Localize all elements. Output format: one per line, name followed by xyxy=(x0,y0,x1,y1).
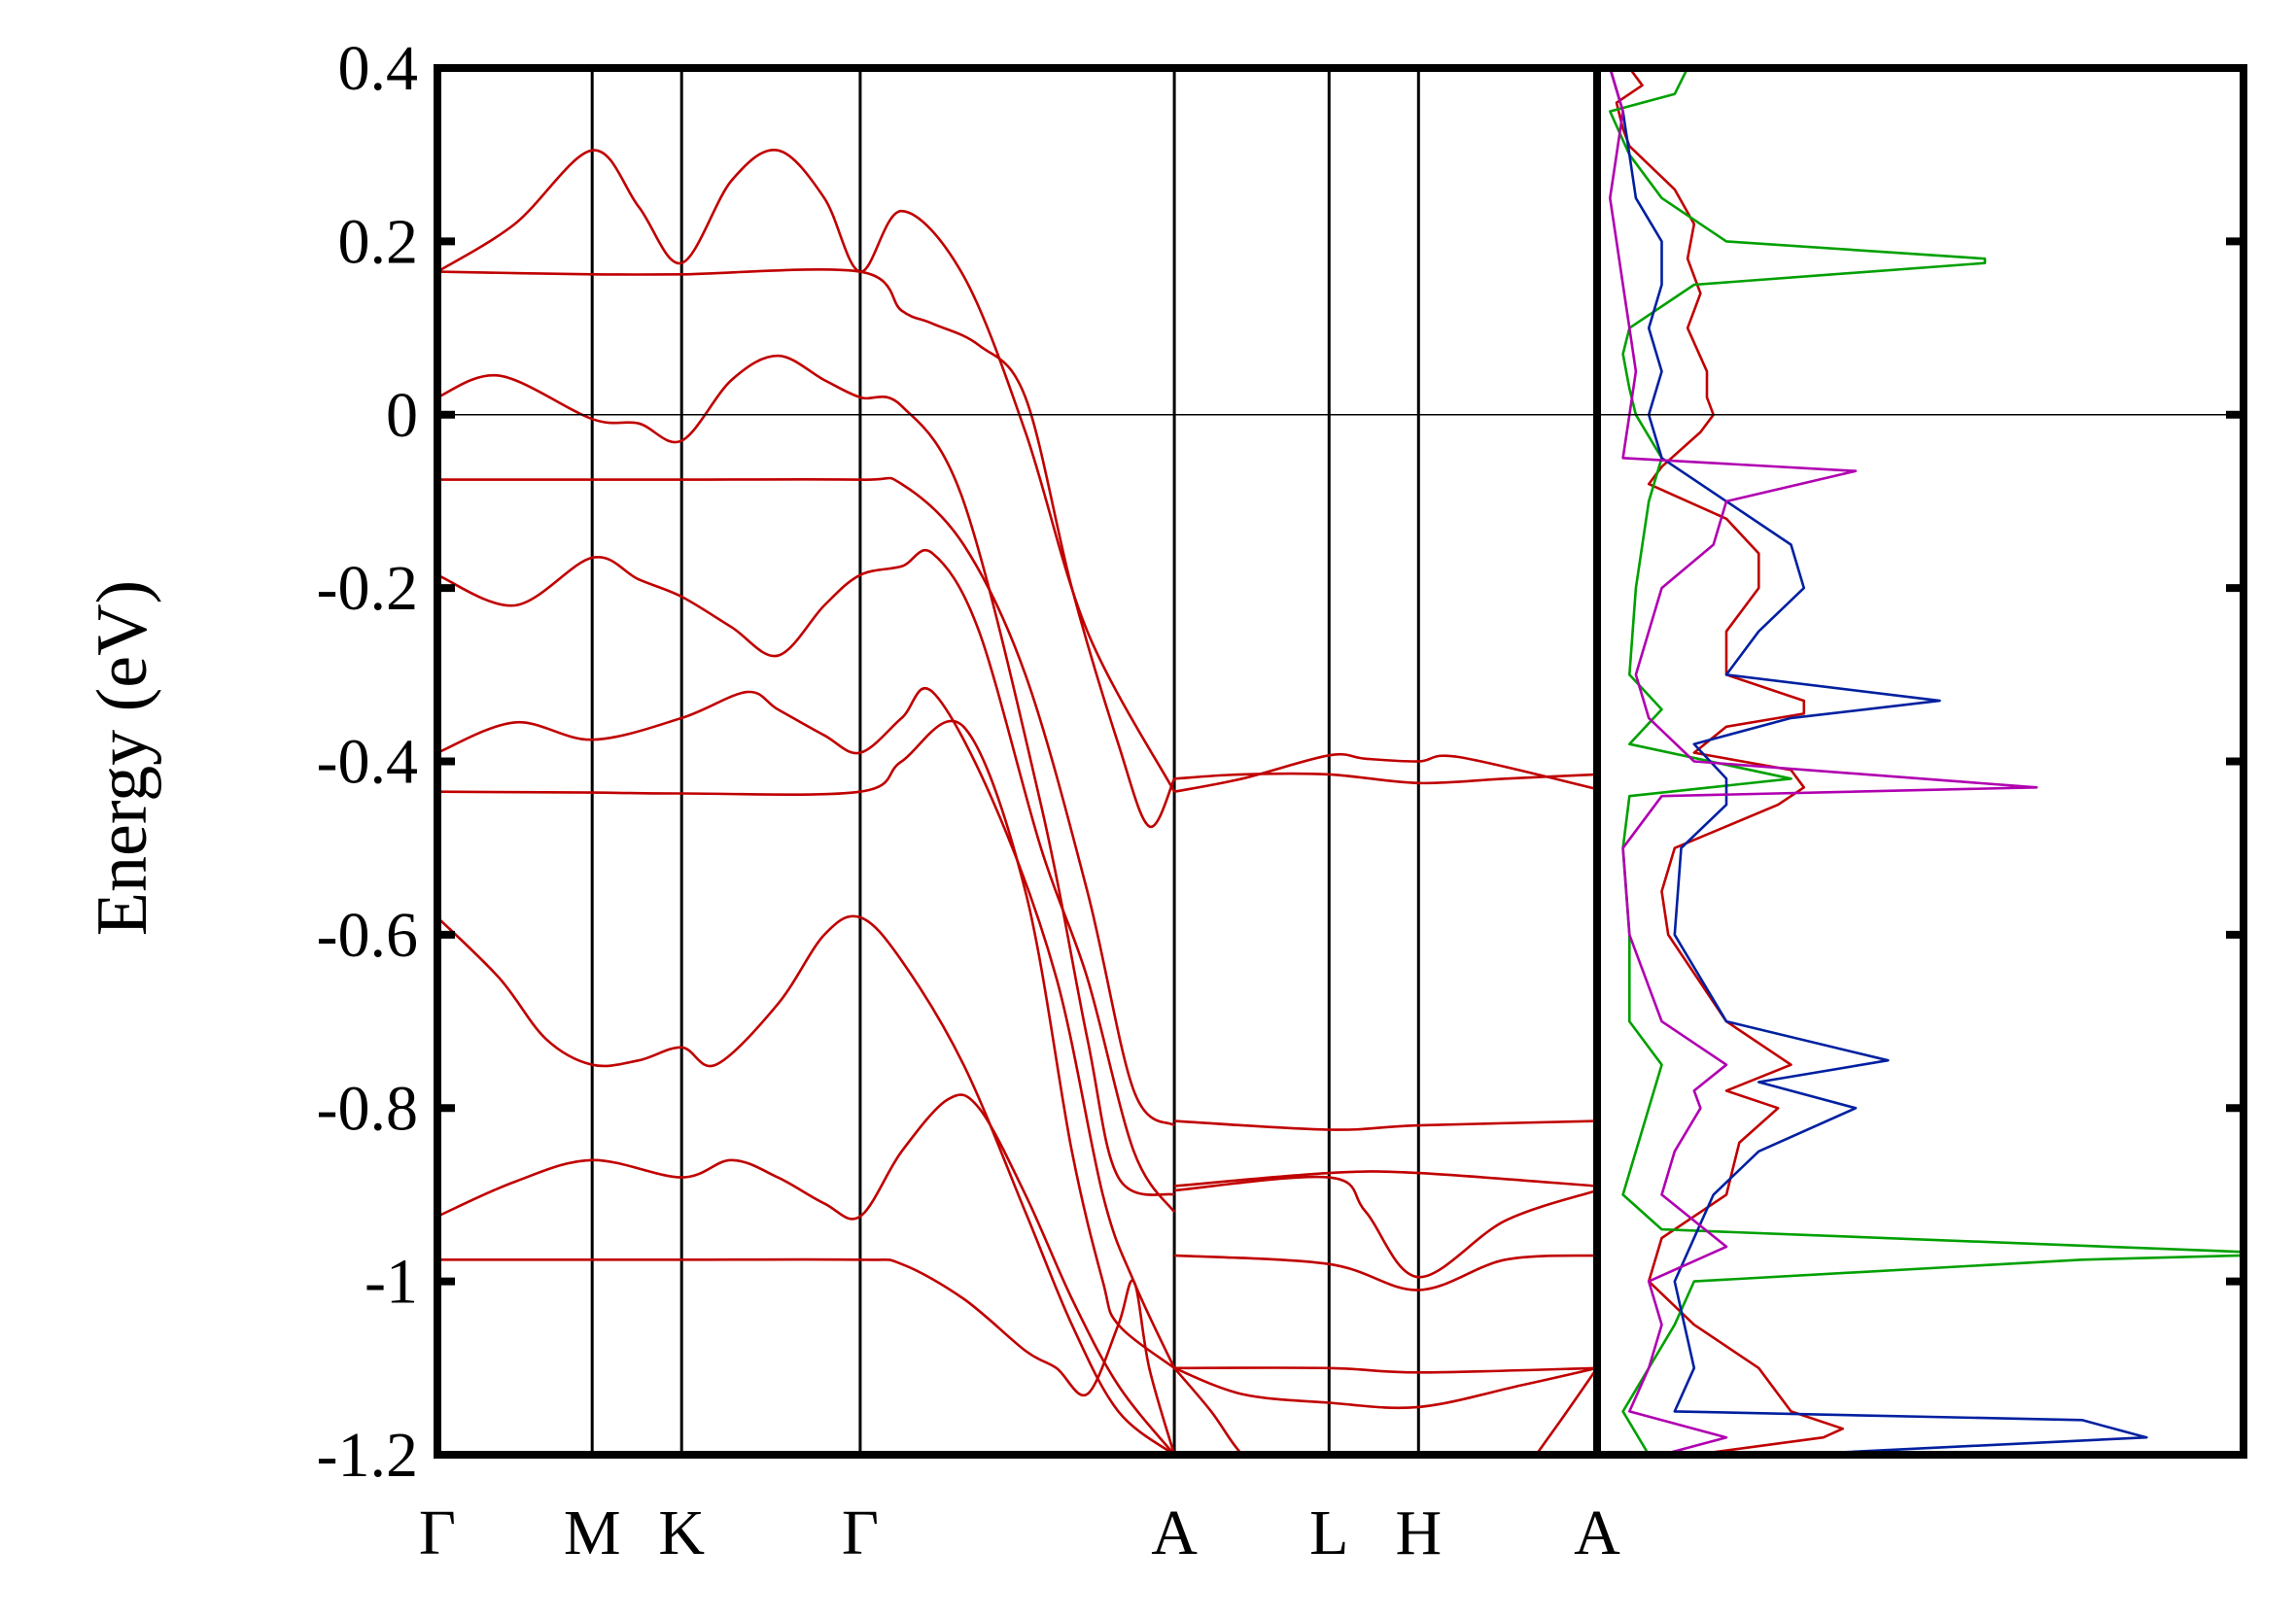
band-line-12 xyxy=(1173,752,1597,793)
kpoint-label: A xyxy=(1574,1498,1620,1568)
dos-curve-2 xyxy=(1609,68,2244,1455)
dos-curve-1 xyxy=(1615,68,1844,1455)
y-tick-label: -0.6 xyxy=(317,900,418,971)
y-axis-title: Energy (eV) xyxy=(83,580,162,936)
kpoint-label: H xyxy=(1395,1498,1442,1568)
kpoint-label: M xyxy=(564,1498,621,1568)
y-tick-label: -0.2 xyxy=(317,553,418,624)
y-tick-label: 0.4 xyxy=(338,33,419,104)
dos-curve-4 xyxy=(1609,68,2038,1455)
band-line-11 xyxy=(1174,772,1597,785)
dos-curve-3 xyxy=(1609,68,2148,1455)
band-line-13 xyxy=(1174,1119,1597,1131)
band-line-6 xyxy=(437,687,1176,1369)
y-tick-label: 0 xyxy=(386,380,418,451)
kpoint-label: Γ xyxy=(419,1498,456,1568)
band-line-4 xyxy=(437,476,1175,1127)
band-line-1 xyxy=(437,149,1176,793)
y-tick-label: -1 xyxy=(365,1247,418,1318)
band-line-20 xyxy=(1535,1367,1597,1455)
band-line-15 xyxy=(1173,1175,1597,1279)
y-tick-label: -0.4 xyxy=(317,727,418,798)
kpoint-label: L xyxy=(1309,1498,1348,1568)
band-line-5 xyxy=(437,549,1176,1214)
kpoint-label: K xyxy=(658,1498,705,1568)
kpoint-label: Γ xyxy=(842,1498,879,1568)
axes: 0.40.20-0.2-0.4-0.6-0.8-1-1.2Γ M K Γ A L H A xyxy=(317,33,2247,1568)
band-line-10 xyxy=(437,1257,1176,1455)
band-line-2 xyxy=(437,267,1176,828)
y-tick-label: 0.2 xyxy=(338,206,419,277)
band-line-16 xyxy=(1174,1254,1597,1291)
band-line-7 xyxy=(437,719,1175,1369)
band-line-17 xyxy=(1174,1366,1597,1374)
band-line-18 xyxy=(1173,1366,1597,1410)
band-line-3 xyxy=(437,354,1175,1196)
band-line-9 xyxy=(437,1093,1176,1455)
y-tick-label: -0.8 xyxy=(317,1073,418,1144)
band-line-19 xyxy=(1173,1366,1244,1455)
kpoint-label: A xyxy=(1151,1498,1198,1568)
band-structure-panel xyxy=(437,68,1597,1455)
band-line-8 xyxy=(437,914,1175,1455)
y-tick-label: -1.2 xyxy=(317,1420,418,1491)
dos-panel xyxy=(1609,68,2244,1455)
band-line-14 xyxy=(1173,1170,1597,1188)
